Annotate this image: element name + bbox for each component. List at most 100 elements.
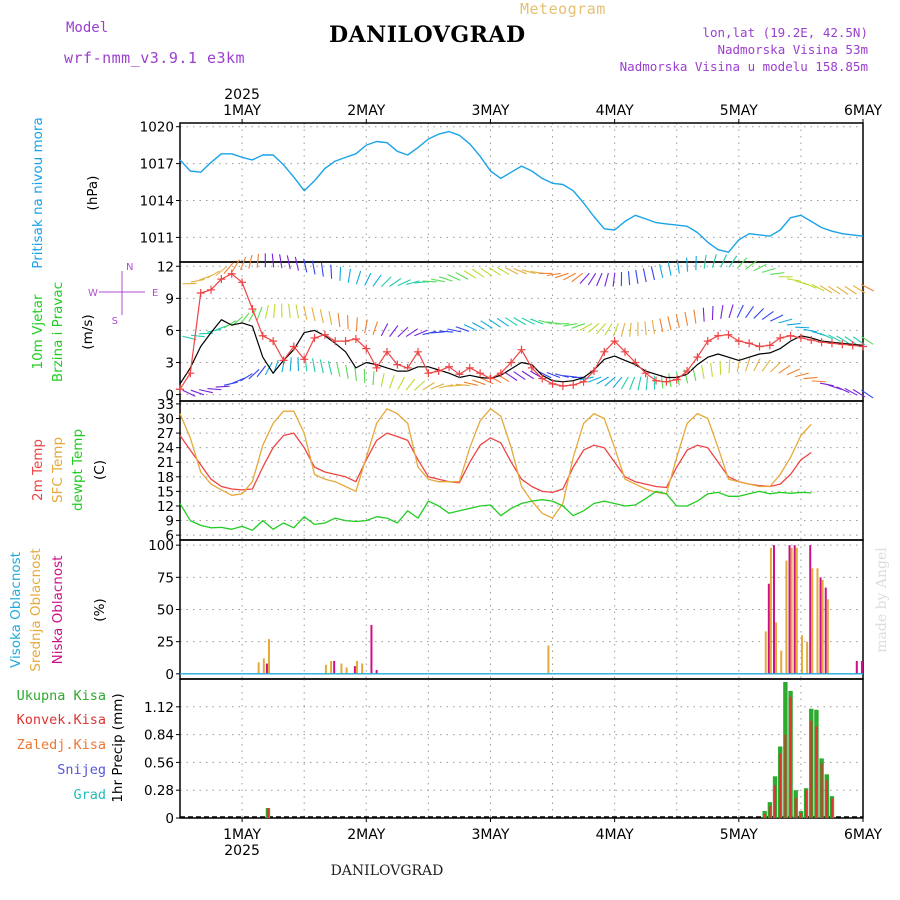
wind-arrow (563, 323, 578, 327)
wind-speed-marker (610, 337, 619, 346)
wind-arrow (405, 328, 419, 338)
wind-arrow (488, 267, 501, 276)
wind-arrow (405, 378, 416, 391)
wind-arrow (728, 304, 734, 319)
wind-arrow (546, 372, 561, 378)
wind-arrow (240, 312, 250, 324)
wind-arrow (223, 262, 234, 274)
wind-speed-marker (620, 347, 629, 356)
wind-arrow (620, 323, 626, 337)
y-tick-label: 0.84 (144, 728, 174, 744)
bottom-year-label: 2025 (224, 843, 260, 859)
wind-arrow (289, 357, 292, 372)
wind-arrow (635, 269, 639, 284)
wind-speed-marker (641, 369, 650, 378)
wind-arrow (736, 257, 748, 269)
wind-arrow (447, 384, 462, 387)
wind-arrow (786, 278, 801, 282)
wind-arrow (620, 376, 629, 390)
wind-arrow (667, 316, 672, 331)
cloud-bar-mid (800, 635, 803, 674)
y-tick-label: 27 (157, 426, 174, 442)
wind-arrow (629, 376, 636, 391)
wind-arrow (861, 283, 875, 292)
top-day-label: 6MAY (844, 103, 882, 119)
wind-arrow (844, 336, 857, 345)
wind-speed-marker (455, 370, 464, 379)
wind-arrow (480, 377, 494, 385)
top-year-label: 2025 (224, 87, 260, 103)
wind-arrow (686, 257, 689, 272)
wind-arrow (659, 318, 664, 333)
wind-arrow (811, 283, 825, 292)
wind-arrow (861, 389, 874, 399)
wind-speed-marker (589, 367, 598, 376)
bottom-day-label: 2MAY (347, 827, 385, 843)
wind-arrow (728, 255, 738, 268)
wind-arrow (463, 381, 478, 386)
wind-arrow (753, 263, 767, 272)
wind-arrow (223, 381, 238, 386)
bottom-day-label: 4MAY (596, 827, 634, 843)
cloud-bar-mid (806, 641, 809, 674)
wind-speed-marker (372, 363, 381, 372)
wind-speed-marker (745, 339, 754, 348)
wind-speed-marker (351, 334, 360, 343)
cloud-bar-low (809, 545, 812, 674)
wind-arrow (339, 266, 342, 281)
y-tick-label: 12 (157, 499, 174, 515)
wind-arrow (711, 254, 717, 268)
wind-arrow (836, 286, 849, 295)
wind-arrow (480, 320, 493, 329)
wind-arrow (248, 369, 260, 380)
wind-arrow (637, 376, 642, 391)
cloud-bar-mid (795, 547, 798, 674)
wind-speed-marker (714, 331, 723, 340)
wind-arrow (612, 376, 623, 389)
wind-arrow (364, 319, 368, 334)
wind-arrow (496, 317, 510, 327)
wind-arrow (463, 324, 478, 331)
cloud-bar-mid (547, 645, 550, 674)
y-tick-label: 0 (165, 811, 174, 827)
wind-arrow (295, 304, 300, 319)
wind-arrow (761, 359, 771, 372)
wind-arrow (232, 377, 246, 384)
wind-arrow (389, 325, 399, 337)
cloud-label-mid: Srednja Oblacnost (28, 548, 44, 671)
wind-arrow (447, 328, 462, 333)
temp-unit: (C) (92, 460, 108, 480)
compass-s-label: S (112, 316, 118, 327)
y-tick-label: 1.12 (144, 700, 174, 716)
wind-arrow (703, 254, 707, 269)
precip-legend-item: Snijeg (57, 762, 106, 778)
cloud-bar-mid (769, 547, 772, 674)
wind-speed-marker (527, 363, 536, 372)
wind-arrow (312, 358, 316, 373)
wind-speed-marker (445, 362, 454, 371)
y-tick-label: 24 (157, 441, 174, 457)
wind-arrow (264, 304, 269, 319)
wind-arrow (414, 380, 426, 391)
wind-speed-marker (579, 377, 588, 386)
y-tick-label: 1011 (140, 230, 174, 246)
y-tick-label: 15 (157, 484, 174, 500)
wind-arrow (612, 272, 616, 287)
wind-arrow (327, 360, 333, 375)
bottom-day-label: 3MAY (471, 827, 509, 843)
wind-speed-marker (765, 341, 774, 350)
wind-arrow (430, 383, 445, 390)
wind-arrow (803, 376, 818, 380)
cloud-bar-mid (345, 667, 348, 674)
pressure-label: Pritisak na nivou mora (30, 117, 46, 268)
cloud-bar-low (855, 660, 858, 674)
wind-speed-marker (176, 385, 184, 394)
wind-arrow (861, 336, 874, 345)
wind-arrow (240, 256, 247, 271)
wind-speed-marker (196, 289, 205, 298)
precip-convective-bar (830, 798, 833, 818)
wind-arrow (521, 370, 535, 380)
wind-arrow (645, 376, 649, 391)
wind-arrow (190, 334, 205, 338)
wind-arrow (430, 331, 445, 334)
